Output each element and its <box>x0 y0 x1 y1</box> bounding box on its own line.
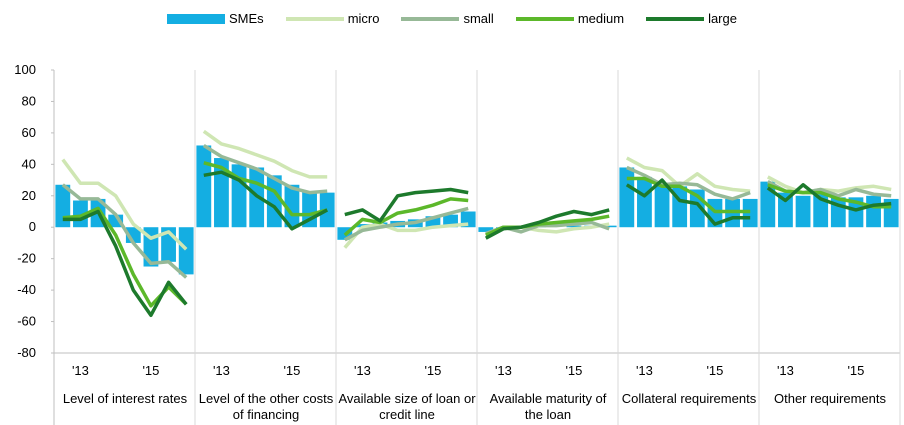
legend-swatch <box>401 16 460 21</box>
panel-label: Other requirements <box>774 391 886 406</box>
y-tick-label: -20 <box>17 251 36 266</box>
y-tick-label: 100 <box>14 62 36 77</box>
x-tick-label: '13 <box>72 363 89 378</box>
y-tick-label: 80 <box>22 93 36 108</box>
legend-swatch <box>167 13 226 24</box>
legend-item: medium <box>515 11 625 26</box>
y-tick-label: 0 <box>29 219 36 234</box>
line <box>61 158 188 251</box>
x-tick-label: '13 <box>495 363 512 378</box>
y-tick-label: -60 <box>17 314 36 329</box>
legend: SMEs micro small medium large <box>0 11 904 26</box>
line <box>625 178 751 226</box>
legend-item: SMEs <box>167 11 264 26</box>
bar <box>795 195 811 228</box>
panel-label: Level of the other costs of financing <box>198 391 334 422</box>
line <box>202 129 328 179</box>
bar <box>566 225 582 228</box>
line <box>766 175 892 195</box>
y-tick-label: 40 <box>22 156 36 171</box>
line <box>344 187 469 223</box>
legend-item: small <box>401 11 494 26</box>
line <box>625 156 751 193</box>
bar <box>478 227 494 232</box>
legend-item: large <box>646 11 737 26</box>
bar <box>654 183 670 228</box>
bar <box>425 216 441 228</box>
line <box>766 183 892 212</box>
y-tick-label: -40 <box>17 282 36 297</box>
panel-label: Available size of loan or credit line <box>338 391 476 422</box>
legend-label: SMEs <box>229 11 264 26</box>
line <box>626 165 751 201</box>
line <box>203 170 329 231</box>
x-tick-label: '15 <box>142 363 159 378</box>
x-tick-label: '15 <box>424 363 441 378</box>
line <box>61 183 188 279</box>
legend-swatch <box>285 16 344 21</box>
bar <box>601 225 617 228</box>
x-tick-label: '13 <box>213 363 230 378</box>
bar <box>637 176 652 228</box>
x-tick-label: '15 <box>283 363 300 378</box>
line <box>203 161 328 217</box>
legend-label: medium <box>577 11 625 26</box>
line <box>202 144 328 195</box>
x-tick-label: '13 <box>354 363 371 378</box>
y-tick-label: -80 <box>17 345 36 360</box>
panel-label: Level of interest rates <box>62 391 188 406</box>
y-tick-label: 20 <box>22 188 36 203</box>
panel-label: Available maturity of the loan <box>489 391 607 422</box>
line <box>343 222 469 249</box>
x-tick-label: '15 <box>847 363 864 378</box>
line <box>343 197 469 237</box>
legend-label: micro <box>347 11 380 26</box>
bar <box>813 194 829 228</box>
legend-label: large <box>708 11 737 26</box>
line <box>626 176 751 214</box>
bar <box>284 184 300 228</box>
legend-swatch <box>646 16 705 21</box>
panel-label: Collateral requirements <box>621 391 757 406</box>
x-tick-label: '15 <box>706 363 723 378</box>
line <box>62 209 188 318</box>
legend-swatch <box>515 16 574 21</box>
bar <box>196 145 212 228</box>
legend-label: small <box>463 11 494 26</box>
line <box>343 206 469 242</box>
bar <box>866 195 881 228</box>
y-tick-label: 60 <box>22 125 36 140</box>
bar <box>619 167 635 228</box>
bar <box>178 227 194 275</box>
line <box>484 208 610 240</box>
bar <box>760 181 776 228</box>
x-tick-label: '13 <box>777 363 794 378</box>
x-tick-label: '15 <box>565 363 582 378</box>
legend-item: micro <box>285 11 380 26</box>
bar <box>778 192 793 228</box>
x-tick-label: '13 <box>636 363 653 378</box>
